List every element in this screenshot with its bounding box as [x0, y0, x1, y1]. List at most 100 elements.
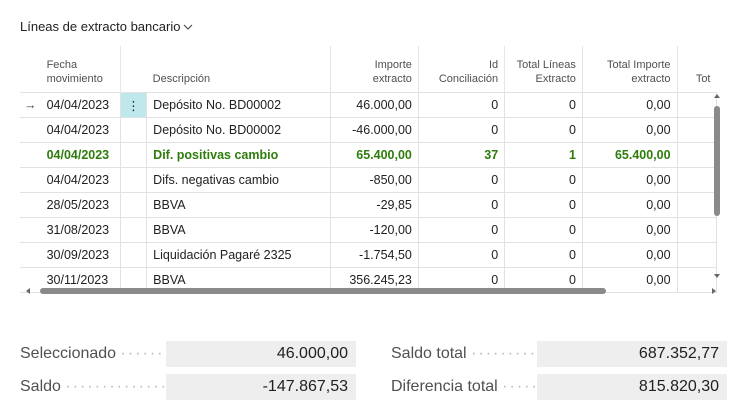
- cell-recon-id[interactable]: 0: [418, 192, 506, 218]
- cell-description[interactable]: Dif. positivas cambio: [146, 142, 332, 168]
- vertical-scrollbar[interactable]: [711, 88, 723, 284]
- total-difference-row: Diferencia total ······· 815.820,30: [391, 374, 727, 400]
- cell-truncated: [677, 192, 717, 218]
- row-menu-cell[interactable]: ⋮: [120, 92, 148, 118]
- row-menu-cell[interactable]: [120, 242, 148, 268]
- cell-truncated: [677, 167, 717, 193]
- statement-lines-grid: Fecha movimiento Descripción Importe extra…: [20, 46, 717, 300]
- cell-total-lines[interactable]: 0: [504, 167, 583, 193]
- scroll-up-icon[interactable]: [713, 92, 721, 100]
- table-row[interactable]: → 04/04/2023 ⋮ Depósito No. BD00002 46.000,0…: [20, 92, 717, 118]
- page-title-text: Líneas de extracto bancario: [20, 19, 181, 34]
- cell-total-amount[interactable]: 0,00: [582, 217, 678, 243]
- cell-truncated: [677, 142, 717, 168]
- scroll-left-icon[interactable]: [24, 287, 32, 295]
- cell-date[interactable]: 04/04/2023: [40, 117, 121, 143]
- cell-description[interactable]: Depósito No. BD00002: [146, 117, 332, 143]
- cell-total-lines[interactable]: 0: [504, 117, 583, 143]
- selected-total-label-wrap: Seleccionado ··········: [20, 345, 166, 363]
- table-row[interactable]: 31/08/2023 BBVA -120,00 0 0 0,00: [20, 217, 717, 243]
- total-difference-label: Diferencia total: [391, 378, 498, 395]
- leader-dots: ·······: [502, 378, 537, 395]
- total-difference-value: 815.820,30: [537, 374, 727, 400]
- cell-recon-id[interactable]: 0: [418, 92, 506, 118]
- col-header-total-lines[interactable]: Total Líneas Extracto: [504, 46, 583, 93]
- cell-amount[interactable]: -29,85: [330, 192, 419, 218]
- cell-amount[interactable]: 46.000,00: [330, 92, 419, 118]
- cell-description[interactable]: BBVA: [146, 217, 332, 243]
- cell-amount[interactable]: -1.754,50: [330, 242, 419, 268]
- row-menu-cell[interactable]: [120, 142, 148, 168]
- cell-amount[interactable]: -850,00: [330, 167, 419, 193]
- col-header-label: Total Líneas Extracto: [516, 59, 576, 85]
- scroll-down-icon[interactable]: [713, 272, 721, 280]
- row-indicator-cell: [20, 192, 41, 218]
- page-title[interactable]: Líneas de extracto bancario: [20, 19, 194, 34]
- cell-date[interactable]: 04/04/2023: [40, 167, 121, 193]
- cell-description[interactable]: Depósito No. BD00002: [146, 92, 332, 118]
- col-header-amount[interactable]: Importe extracto: [330, 46, 419, 93]
- horizontal-scroll-thumb[interactable]: [40, 288, 606, 294]
- cell-description[interactable]: Liquidación Pagaré 2325: [146, 242, 332, 268]
- cell-recon-id[interactable]: 0: [418, 167, 506, 193]
- cell-recon-id[interactable]: 0: [418, 217, 506, 243]
- cell-total-amount[interactable]: 0,00: [582, 117, 678, 143]
- more-vertical-icon[interactable]: ⋮: [127, 98, 140, 113]
- cell-recon-id[interactable]: 0: [418, 117, 506, 143]
- table-row[interactable]: 04/04/2023 Depósito No. BD00002 -46.000,00…: [20, 117, 717, 143]
- cell-date[interactable]: 04/04/2023: [40, 142, 121, 168]
- leader-dots: ··················: [65, 378, 166, 395]
- cell-description[interactable]: BBVA: [146, 192, 332, 218]
- row-menu-cell[interactable]: [120, 117, 148, 143]
- cell-total-amount[interactable]: 65.400,00: [582, 142, 678, 168]
- col-header-description[interactable]: Descripción: [146, 46, 332, 93]
- cell-total-amount[interactable]: 0,00: [582, 167, 678, 193]
- cell-truncated: [677, 242, 717, 268]
- col-header-truncated[interactable]: Tot: [677, 46, 716, 93]
- cell-recon-id[interactable]: 0: [418, 242, 506, 268]
- table-row[interactable]: 30/11/2023 BBVA 356.245,23 0 0 0,00: [20, 267, 717, 293]
- col-header-menu: [120, 46, 146, 93]
- grid-header-row: Fecha movimiento Descripción Importe extra…: [20, 46, 717, 93]
- cell-total-lines[interactable]: 0: [504, 92, 583, 118]
- cell-description[interactable]: Difs. negativas cambio: [146, 167, 332, 193]
- table-row[interactable]: 28/05/2023 BBVA -29,85 0 0 0,00: [20, 192, 717, 218]
- cell-amount[interactable]: -46.000,00: [330, 117, 419, 143]
- row-indicator-cell: [20, 242, 41, 268]
- horizontal-scrollbar[interactable]: [20, 285, 720, 297]
- cell-total-lines[interactable]: 0: [504, 242, 583, 268]
- row-menu-cell[interactable]: [120, 167, 148, 193]
- selected-total-label: Seleccionado: [20, 345, 117, 362]
- cell-recon-id[interactable]: 37: [418, 142, 506, 168]
- total-balance-row: Saldo total ·········· 687.352,77: [391, 341, 727, 367]
- cell-date[interactable]: 31/08/2023: [40, 217, 121, 243]
- cell-amount[interactable]: 65.400,00: [330, 142, 419, 168]
- col-header-date[interactable]: Fecha movimiento: [40, 46, 121, 93]
- balance-label: Saldo: [20, 378, 61, 395]
- vertical-scroll-thumb[interactable]: [714, 106, 720, 216]
- row-indicator-cell: [20, 167, 41, 193]
- cell-total-lines[interactable]: 1: [504, 142, 583, 168]
- col-header-label: Total Importe extracto: [606, 59, 671, 85]
- cell-amount[interactable]: -120,00: [330, 217, 419, 243]
- cell-total-amount[interactable]: 0,00: [582, 92, 678, 118]
- row-menu-cell[interactable]: [120, 217, 148, 243]
- col-header-total-amount[interactable]: Total Importe extracto: [582, 46, 678, 93]
- cell-total-lines[interactable]: 0: [504, 192, 583, 218]
- cell-date[interactable]: 28/05/2023: [40, 192, 121, 218]
- col-header-recon-id[interactable]: Id Conciliación: [418, 46, 506, 93]
- scroll-right-icon[interactable]: [710, 287, 718, 295]
- balance-label-wrap: Saldo ··················: [20, 378, 166, 396]
- col-header-label: Id Conciliación: [438, 59, 499, 85]
- table-row[interactable]: 04/04/2023 Difs. negativas cambio -850,00 0…: [20, 167, 717, 193]
- cell-date[interactable]: 04/04/2023: [40, 92, 121, 118]
- row-menu-cell[interactable]: [120, 192, 148, 218]
- cell-date[interactable]: 30/09/2023: [40, 242, 121, 268]
- row-indicator-cell: [20, 267, 41, 293]
- col-header-label: Importe extracto: [372, 59, 412, 85]
- cell-total-amount[interactable]: 0,00: [582, 192, 678, 218]
- table-row[interactable]: 04/04/2023 Dif. positivas cambio 65.400,00…: [20, 142, 717, 168]
- table-row[interactable]: 30/09/2023 Liquidación Pagaré 2325 -1.754,…: [20, 242, 717, 268]
- cell-total-lines[interactable]: 0: [504, 217, 583, 243]
- cell-total-amount[interactable]: 0,00: [582, 242, 678, 268]
